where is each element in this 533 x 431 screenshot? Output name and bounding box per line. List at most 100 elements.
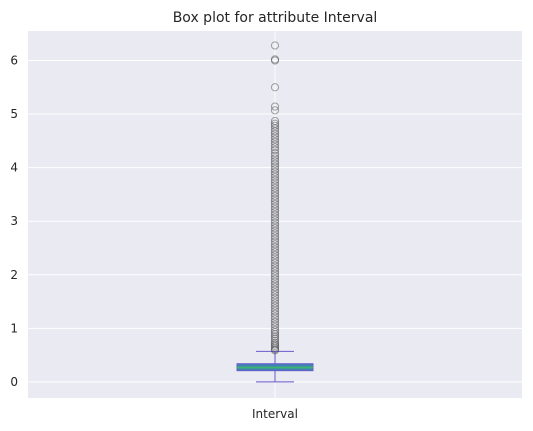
outlier-point [270,330,280,339]
outlier-point [270,293,280,302]
outlier-point [270,56,280,65]
outlier-point [270,162,280,171]
outlier-point [270,149,280,158]
outlier-point [270,277,280,286]
y-tick-label: 0 [10,375,18,389]
outlier-point [270,237,280,246]
outlier-point [270,157,280,166]
outlier-point [270,151,280,160]
outlier-point [270,226,280,235]
outlier-point [270,210,280,219]
outlier-point [270,272,280,281]
outlier-point [270,336,280,345]
outlier-point [270,216,280,225]
outlier-point [270,135,280,144]
outlier-point [270,159,280,168]
outlier-point [270,315,280,324]
outlier-point [270,140,280,149]
outlier-point [270,250,280,260]
outlier-point [270,154,280,163]
outlier-point [270,202,280,211]
outlier-point [270,55,280,64]
outlier-point [270,343,280,352]
outlier-points [270,41,280,355]
outlier-point [270,345,280,354]
outlier-point [270,253,280,262]
outlier-point [270,129,280,138]
outlier-point [270,323,280,332]
outlier-point [270,116,280,126]
outlier-point [270,199,280,209]
outlier-point [270,106,280,115]
outlier-point [270,341,280,351]
outlier-point [270,119,280,128]
outlier-point [270,145,280,155]
outlier-point [270,127,280,136]
outlier-point [270,205,280,214]
outlier-point [270,234,280,243]
outlier-point [270,143,280,152]
x-category-label: Interval [252,407,298,421]
outlier-point [270,221,280,230]
y-tick-label: 1 [10,321,18,335]
outlier-point [270,191,280,201]
outlier-point [270,248,280,257]
outlier-point [270,264,280,273]
outlier-point [270,328,280,337]
outlier-point [270,232,280,241]
outlier-point [270,256,280,265]
outlier-point [270,240,280,249]
outlier-point [270,170,280,179]
outlier-point [270,194,280,203]
outlier-point [270,218,280,227]
outlier-point [270,83,280,92]
outlier-point [270,186,280,195]
grid-lines [28,31,522,398]
outlier-point [270,175,280,185]
outlier-point [270,261,280,270]
outlier-point [270,183,280,193]
outlier-point [270,320,280,329]
outlier-point [270,325,280,335]
outlier-point [270,291,280,300]
box-plot-elements [236,350,314,383]
outlier-point [270,296,280,305]
outlier-point [270,224,280,233]
outlier-point [270,132,280,141]
outlier-point [270,167,280,177]
outlier-point [270,285,280,294]
y-tick-label: 2 [10,268,18,282]
y-tick-label: 6 [10,53,18,67]
outlier-point [270,269,280,278]
outlier-point [270,301,280,310]
outlier-point [270,229,280,238]
outlier-point [270,312,280,321]
outlier-point [270,245,280,254]
outlier-point [270,334,280,343]
outlier-point [270,165,280,174]
outlier-point [270,266,280,276]
outlier-point [270,304,280,313]
outlier-point [270,207,280,217]
chart-title: Box plot for attribute Interval [173,10,378,26]
y-tick-label: 4 [10,161,18,175]
outlier-point [270,124,280,133]
outlier-point [270,121,280,130]
outlier-point [270,41,280,50]
y-axis-ticks: 0 1 2 3 4 5 6 [10,53,18,388]
outlier-point [270,178,280,187]
outlier-point [270,309,280,318]
y-tick-label: 5 [10,107,18,121]
outlier-point [270,189,280,198]
outlier-point [270,299,280,308]
outlier-point [270,307,280,316]
outlier-point [270,258,280,268]
outlier-point [270,338,280,347]
outlier-point [270,137,280,147]
outlier-point [270,280,280,289]
outlier-point [270,274,280,284]
outlier-point [270,173,280,182]
outlier-point [270,346,280,355]
